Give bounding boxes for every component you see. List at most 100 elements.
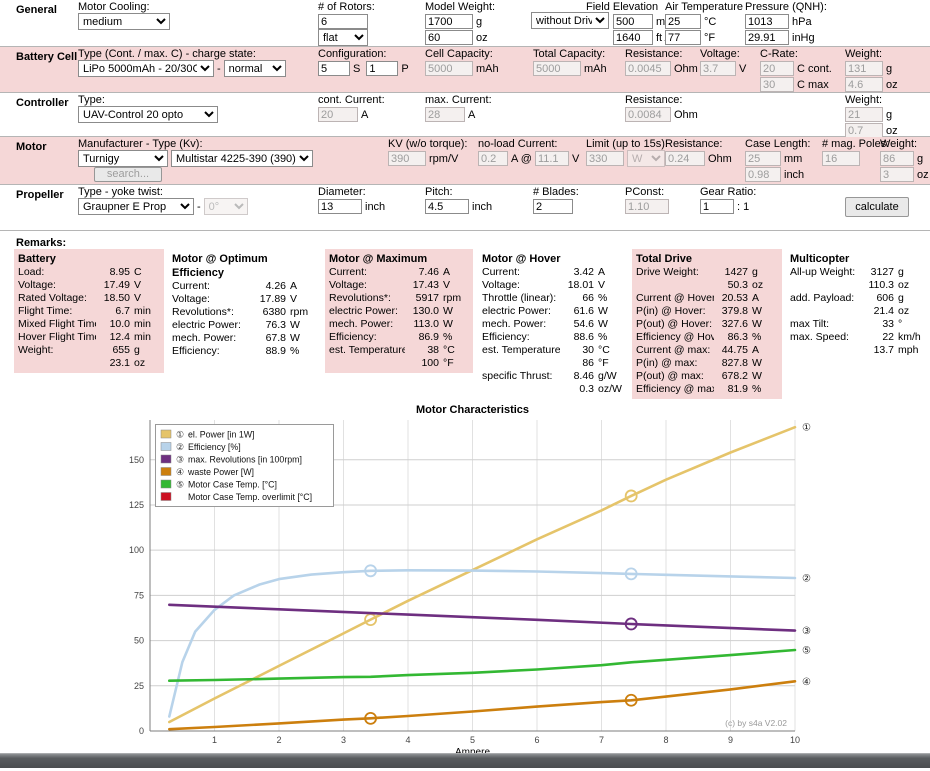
legend-number: ③ — [176, 455, 184, 465]
result-value: 38 — [427, 344, 439, 356]
result-row: P(in) @ max: 827.8 W — [636, 357, 778, 370]
pconst-input — [625, 199, 669, 214]
motor-noload-v-input — [534, 151, 569, 166]
charge-state-select[interactable]: normal — [223, 60, 286, 77]
result-value: 18.01 — [567, 279, 594, 291]
legend-label: waste Power [W] — [187, 467, 254, 477]
result-row: P(out) @ Hover: 327.6 W — [636, 318, 778, 331]
case-length-mm-input — [745, 151, 781, 166]
air-temp-f-unit: °F — [704, 31, 716, 44]
controller-type-select[interactable]: UAV-Control 20 opto — [78, 106, 218, 123]
propeller-type-separator: - — [197, 200, 201, 213]
result-row: Efficiency: 86.9% — [329, 331, 469, 344]
result-unit: W — [290, 332, 300, 344]
model-weight-oz-input[interactable] — [425, 30, 473, 45]
calculate-button[interactable]: calculate — [845, 197, 909, 217]
pressure-inhg-input[interactable] — [745, 30, 789, 45]
motor-manufacturer-select[interactable]: Turnigy — [78, 150, 168, 167]
config-parallel-input[interactable] — [366, 61, 399, 76]
pressure-hpa-input[interactable] — [745, 14, 789, 29]
model-weight-g-input[interactable] — [425, 14, 473, 29]
result-value: 20.53 — [721, 292, 748, 304]
result-row: Flight Time: 6.7 min — [18, 305, 160, 318]
result-value: 3.42 — [573, 266, 594, 278]
result-row: Revolutions*: 5917 rpm — [329, 292, 469, 305]
battery-resistance-input — [625, 61, 671, 76]
air-temp-c-input[interactable] — [665, 14, 701, 29]
c-rate-field: C-Rate: C cont. C max — [760, 49, 832, 92]
motor-cooling-select[interactable]: medium — [78, 13, 170, 30]
field-elevation-ft-input[interactable] — [613, 30, 653, 45]
motor-kv-input — [388, 151, 426, 166]
result-value: 1427 — [724, 266, 748, 278]
result-unit: min — [134, 331, 151, 343]
motor-row: Motor Manufacturer - Type (Kv): Turnigy … — [0, 137, 930, 185]
c-rate-max-input — [760, 77, 794, 92]
result-label: Efficiency @ Hover: — [636, 331, 714, 343]
drive-mode-select[interactable]: without Drive — [531, 12, 609, 29]
diameter-input[interactable] — [318, 199, 362, 214]
gear-ratio-label: Gear Ratio: — [700, 186, 757, 198]
config-parallel-unit: P — [401, 62, 409, 75]
result-label: max Tilt: — [790, 318, 830, 330]
air-temp-f-input[interactable] — [665, 30, 701, 45]
motor-noload-v-unit: V — [571, 152, 580, 165]
cell-capacity-label: Cell Capacity: — [425, 48, 493, 60]
pitch-input[interactable] — [425, 199, 469, 214]
result-row: Efficiency @ Hover: 86.3% — [636, 331, 778, 344]
battery-weight-oz-unit: oz — [886, 78, 898, 91]
results-column-title: Motor @ Hover — [482, 253, 561, 265]
result-value: 655 — [112, 344, 130, 356]
y-tick-label: 75 — [134, 590, 144, 600]
result-unit: % — [598, 292, 608, 304]
motor-noload-label: no-load Current: — [478, 138, 558, 150]
pitch-label: Pitch: — [425, 186, 453, 198]
gear-ratio-unit: : 1 — [737, 200, 750, 213]
propeller-row: Propeller Type - yoke twist: Graupner E … — [0, 185, 930, 231]
legend-label: max. Revolutions [in 100rpm] — [188, 455, 302, 465]
result-row: max Tilt: 33 ° — [790, 318, 924, 331]
results-multicopter: Multicopter All-up Weight: 3127 g 110.3 oz add… — [786, 249, 928, 360]
field-elevation-m-input[interactable] — [613, 14, 653, 29]
propeller-type-select[interactable]: Graupner E Prop — [78, 198, 194, 215]
result-unit: % — [598, 331, 608, 343]
rotors-input[interactable] — [318, 14, 368, 29]
motor-type-select[interactable]: Multistar 4225-390 (390) — [171, 150, 313, 167]
result-unit: W — [752, 357, 762, 369]
config-series-input[interactable] — [318, 61, 350, 76]
result-unit: W — [752, 318, 762, 330]
blades-input[interactable] — [533, 199, 573, 214]
result-row: Current @ Hover: 20.53 A — [636, 292, 778, 305]
result-value: 21.4 — [873, 305, 894, 317]
battery-weight-label: Weight: — [845, 48, 883, 60]
results-column-title: Battery — [18, 253, 56, 265]
result-value: 12.4 — [109, 331, 130, 343]
gear-ratio-input[interactable] — [700, 199, 734, 214]
y-tick-label: 150 — [129, 455, 144, 465]
mag-poles-label: # mag. Poles: — [822, 138, 890, 150]
pressure-hpa-unit: hPa — [792, 15, 812, 28]
cell-capacity-field: Cell Capacity: mAh — [425, 49, 499, 76]
x-axis-label: Ampere — [455, 747, 490, 758]
model-weight-label: Model Weight: — [425, 1, 496, 13]
result-label — [482, 357, 560, 370]
result-value: 13.7 — [873, 344, 894, 356]
chart-marker — [624, 617, 638, 631]
rotor-config-select[interactable]: flat — [318, 29, 368, 46]
battery-type-select[interactable]: LiPo 5000mAh - 20/30C — [78, 60, 214, 77]
y-tick-label: 100 — [129, 545, 144, 555]
pitch-unit: inch — [472, 200, 493, 213]
result-unit: W — [443, 305, 453, 317]
result-value: 86.9 — [418, 331, 439, 343]
result-label: Rated Voltage: — [18, 292, 87, 304]
result-label: electric Power: — [172, 319, 241, 331]
result-value: 33 — [882, 318, 894, 330]
max-current-label: max. Current: — [425, 94, 492, 106]
chart-marker — [364, 564, 377, 578]
result-value: 113.0 — [413, 318, 440, 330]
controller-weight-oz-unit: oz — [886, 124, 898, 137]
max-current-input — [425, 107, 465, 122]
result-label: Efficiency: — [482, 331, 530, 343]
result-unit: oz — [752, 279, 764, 291]
series-edge-number: ④ — [802, 677, 811, 688]
